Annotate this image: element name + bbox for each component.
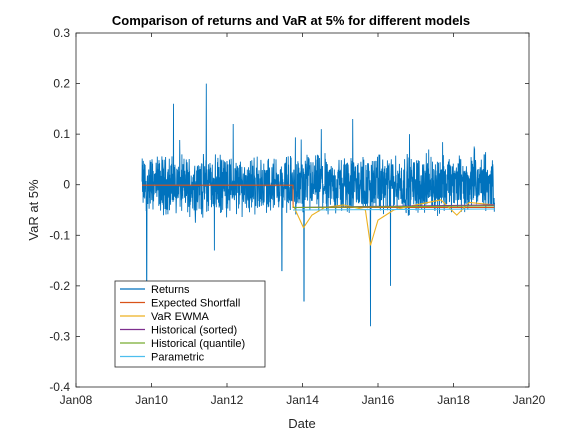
legend-entry: Parametric [151,352,205,364]
legend-entry: Historical (quantile) [151,338,245,350]
chart-title: Comparison of returns and VaR at 5% for … [112,13,470,28]
y-tick-label: 0 [63,178,70,192]
x-tick-label: Jan18 [437,393,470,407]
plot-area [141,83,495,327]
x-tick-label: Jan12 [211,393,244,407]
series-line-5 [292,205,495,209]
y-tick-label: -0.4 [49,380,70,394]
series-line-6 [292,208,495,211]
x-axis-label: Date [288,416,315,431]
legend-entry: Returns [151,284,190,296]
y-tick-label: 0.3 [53,26,70,40]
x-tick-label: Jan08 [60,393,93,407]
legend-entry: Historical (sorted) [151,325,237,337]
series-line-3 [292,199,495,246]
x-tick-label: Jan10 [135,393,168,407]
x-tick-label: Jan14 [286,393,319,407]
y-tick-label: -0.3 [49,329,70,343]
x-tick-label: Jan20 [513,393,546,407]
legend-box [114,280,266,368]
legend-entry: VaR EWMA [151,311,210,323]
y-tick-label: 0.2 [53,77,70,91]
y-tick-label: 0.1 [53,127,70,141]
y-axis-label: VaR at 5% [26,179,41,241]
series-layer [141,83,495,327]
y-tick-label: -0.2 [49,279,70,293]
x-axis: Jan08 Jan10 Jan12 Jan14 Jan16 Jan18 Jan20 [60,33,546,407]
y-tick-label: -0.1 [49,228,70,242]
x-tick-label: Jan16 [362,393,395,407]
legend-entry: Expected Shortfall [151,298,240,310]
y-axis: -0.4 -0.3 -0.2 -0.1 0 0.1 0.2 0.3 [49,26,529,394]
series-line-2 [142,184,495,209]
series-line-1 [141,83,495,327]
